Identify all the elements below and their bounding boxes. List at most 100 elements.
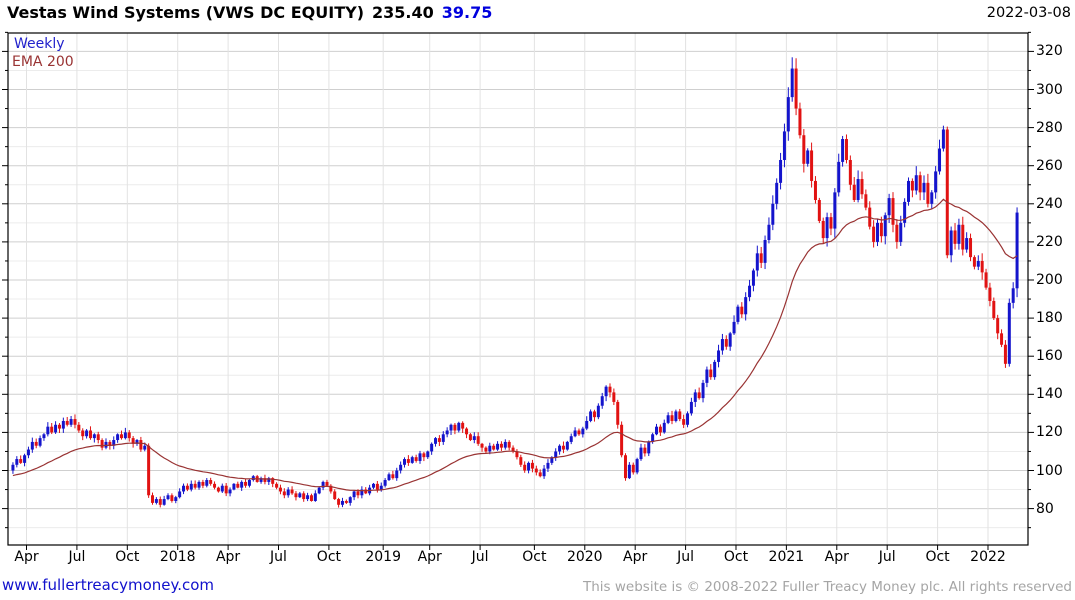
- candle-body: [717, 350, 721, 362]
- candle-body: [523, 464, 527, 471]
- candle-body: [891, 198, 895, 225]
- x-axis-label: 2019: [365, 549, 401, 565]
- candle-body: [899, 222, 903, 242]
- candle-body: [453, 424, 457, 431]
- candle-body: [1007, 302, 1011, 364]
- candle-body: [216, 487, 220, 492]
- candle-body: [883, 215, 887, 237]
- candle-body: [864, 194, 868, 208]
- candle-body: [42, 434, 46, 439]
- candle-body: [116, 434, 120, 441]
- candle-body: [61, 420, 65, 429]
- candle-body: [193, 483, 197, 488]
- candle-body: [492, 445, 496, 450]
- candle-body: [503, 441, 507, 448]
- candle-body: [267, 478, 271, 482]
- candle-body: [953, 230, 957, 244]
- candle-body: [515, 451, 519, 458]
- candle-body: [395, 470, 399, 479]
- candle-body: [759, 253, 763, 263]
- candle-body: [965, 238, 969, 250]
- candle-body: [565, 441, 569, 450]
- candle-body: [604, 386, 608, 397]
- candle-body: [837, 161, 841, 193]
- candle-body: [259, 478, 263, 482]
- candle-body: [119, 434, 123, 439]
- candle-body: [387, 474, 391, 481]
- candle-body: [162, 499, 166, 505]
- candle-body: [263, 478, 267, 482]
- candle-body: [635, 459, 639, 473]
- candle-body: [988, 287, 992, 301]
- candle-body: [348, 497, 352, 503]
- candle-body: [798, 108, 802, 136]
- candle-body: [275, 483, 279, 488]
- candle-body: [205, 480, 209, 486]
- candle-body: [213, 483, 217, 488]
- candle-body: [701, 382, 705, 399]
- x-axis-label: 2018: [159, 549, 196, 565]
- candle-body: [11, 464, 15, 471]
- candle-body: [961, 224, 965, 250]
- candle-body: [686, 413, 690, 425]
- candle-body: [538, 472, 542, 477]
- candle-body: [530, 462, 534, 469]
- candle-body: [976, 260, 980, 267]
- candle-body: [236, 483, 240, 488]
- candle-body: [914, 175, 918, 191]
- candle-body: [201, 481, 205, 486]
- y-axis-label: 220: [1036, 233, 1063, 250]
- candle-body: [720, 339, 724, 351]
- candle-body: [763, 239, 767, 263]
- candle-body: [484, 447, 488, 452]
- candle-body: [294, 493, 298, 498]
- candle-body: [271, 478, 275, 484]
- candle-body: [437, 438, 441, 442]
- candle-body: [23, 455, 27, 463]
- price-change: 39.75: [441, 3, 493, 22]
- candle-body: [244, 481, 248, 486]
- x-axis-label: Oct: [522, 549, 547, 565]
- x-axis-label: Apr: [824, 549, 849, 565]
- candle-body: [992, 300, 996, 319]
- candle-body: [375, 483, 379, 490]
- candle-body: [910, 180, 914, 191]
- candle-body: [786, 97, 790, 132]
- candle-body: [476, 436, 480, 444]
- candle-body: [569, 436, 573, 442]
- candle-body: [240, 481, 244, 488]
- candle-body: [534, 468, 538, 473]
- x-axis-label: Jul: [270, 549, 287, 565]
- candle-body: [414, 457, 418, 461]
- candle-body: [1011, 288, 1015, 303]
- site-link[interactable]: www.fullertreacymoney.com: [2, 576, 215, 594]
- candle-body: [364, 489, 368, 494]
- candle-body: [147, 445, 151, 496]
- candle-body: [104, 441, 108, 448]
- candle-body: [573, 430, 577, 437]
- candle-body: [678, 411, 682, 420]
- candle-body: [841, 139, 845, 162]
- candle-body: [182, 485, 186, 492]
- candle-body: [872, 226, 876, 242]
- candle-body: [391, 474, 395, 479]
- candle-body: [151, 495, 155, 503]
- candle-body: [666, 415, 670, 423]
- candle-body: [806, 150, 810, 164]
- legend-weekly-label: Weekly: [14, 36, 65, 52]
- candle-body: [825, 217, 829, 239]
- candle-body: [422, 453, 426, 458]
- candle-body: [158, 499, 162, 505]
- candle-body: [135, 440, 139, 444]
- candle-body: [426, 451, 430, 458]
- candle-body: [344, 500, 348, 503]
- candle-body: [689, 401, 693, 414]
- last-price: 235.40: [372, 3, 434, 22]
- candle-body: [581, 428, 585, 435]
- y-axis-label: 120: [1036, 424, 1063, 441]
- x-axis-label: Oct: [723, 549, 749, 565]
- candle-body: [278, 487, 282, 492]
- candle-body: [670, 415, 674, 421]
- candle-body: [81, 430, 85, 437]
- candle-body: [945, 129, 949, 256]
